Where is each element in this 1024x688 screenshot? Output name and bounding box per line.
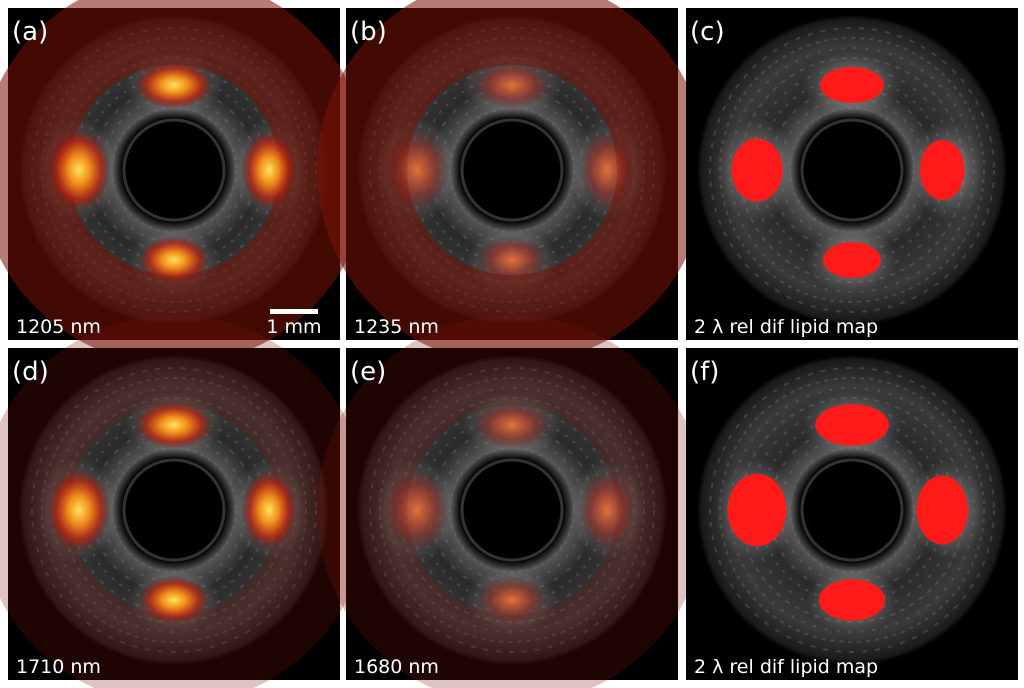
panel-caption: 2 λ rel dif lipid map [694, 656, 878, 678]
heat-region [579, 470, 635, 550]
panel-label: (c) [690, 17, 725, 47]
panel-label: (a) [12, 17, 48, 47]
figure: (a) 1205 nm 1 mm (b) 1235 nm (c) 2 λ rel dif l… [0, 0, 1024, 688]
panel: (d) 1710 nm [8, 348, 340, 680]
heat-region [385, 128, 449, 212]
lipid-region [916, 476, 968, 545]
lumen [124, 120, 224, 220]
panel: (c) 2 λ rel dif lipid map [686, 8, 1018, 340]
scale-bar-label: 1 mm [266, 316, 321, 338]
panel-label: (b) [350, 17, 387, 47]
lipid-region [820, 67, 884, 103]
lipid-region [920, 140, 965, 200]
panel: (b) 1235 nm [346, 8, 678, 340]
heat-region [138, 236, 210, 284]
lumen [802, 460, 902, 560]
lumen [462, 120, 562, 220]
lipid-region [728, 474, 787, 546]
panel-caption: 1205 nm [16, 316, 101, 338]
heat-region [472, 401, 552, 449]
lipid-region [819, 579, 885, 620]
lumen [462, 460, 562, 560]
lumen [802, 120, 902, 220]
panel-caption: 1235 nm [354, 316, 439, 338]
panel-caption: 2 λ rel dif lipid map [694, 316, 878, 338]
lipid-region [731, 139, 782, 202]
panel: (e) 1680 nm [346, 348, 678, 680]
panel-caption: 1710 nm [16, 656, 101, 678]
lipid-region [815, 404, 889, 445]
lumen [124, 460, 224, 560]
heat-region [241, 470, 297, 550]
heat-region [138, 576, 210, 624]
heat-region [47, 128, 111, 212]
lipid-region [823, 242, 881, 278]
heat-region [472, 61, 552, 109]
heat-region [476, 576, 548, 624]
panel: (a) 1205 nm 1 mm [8, 8, 340, 340]
heat-region [385, 468, 449, 552]
heat-region [241, 130, 297, 210]
panel-label: (e) [350, 357, 386, 387]
heat-region [47, 468, 111, 552]
panel-label: (f) [690, 357, 719, 387]
panel: (f) 2 λ rel dif lipid map [686, 348, 1018, 680]
panel-caption: 1680 nm [354, 656, 439, 678]
heat-region [476, 236, 548, 284]
scale-bar [270, 309, 318, 314]
heat-region [134, 61, 214, 109]
heat-region [579, 130, 635, 210]
heat-region [134, 401, 214, 449]
panel-label: (d) [12, 357, 49, 387]
